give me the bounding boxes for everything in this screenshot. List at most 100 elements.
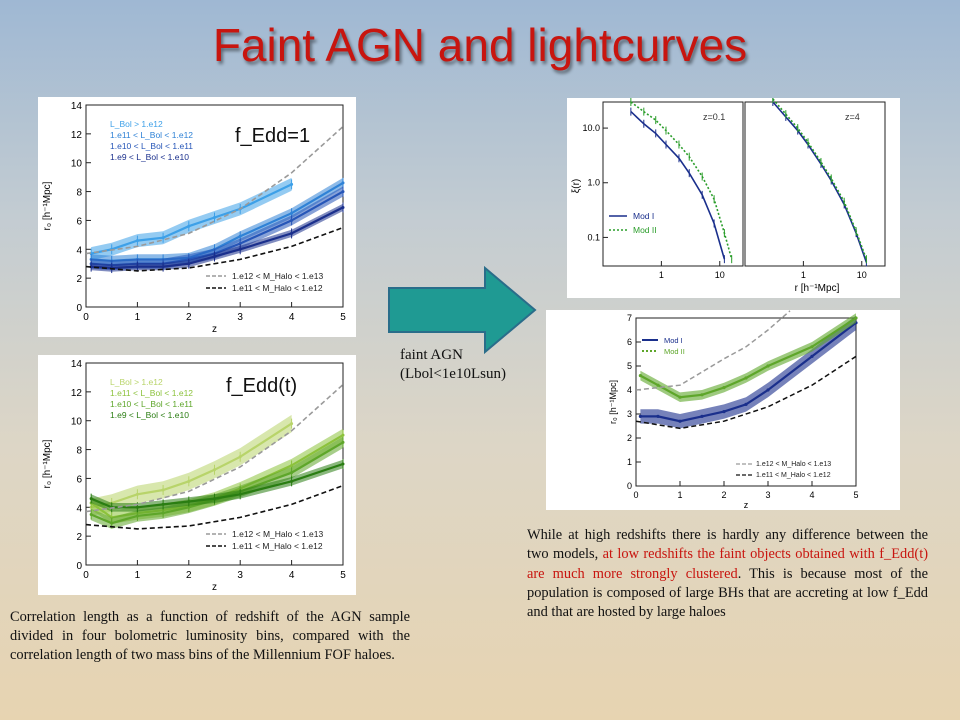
y-tick-label: 10 (71, 417, 83, 428)
y-tick-label: 6 (76, 216, 82, 227)
xi-frame (602, 101, 744, 267)
arrow-right-icon (387, 266, 537, 356)
caption-right-part2: . This is because most of the population… (527, 565, 929, 621)
xi-series-line (630, 101, 733, 260)
y-tick-label: 8 (76, 188, 82, 199)
series-line-4 (85, 126, 344, 255)
legend-halo-entry: 1.e12 < M_Halo < 1.e13 (232, 529, 323, 539)
y-tick-label: 6 (627, 337, 632, 347)
x-tick-label: 5 (340, 570, 346, 581)
y-tick-label: 5 (627, 361, 632, 371)
y-tick-label: 0 (76, 561, 82, 572)
y-tick-label: 0 (76, 303, 82, 314)
legend-lum-entry: 1.e11 < L_Bol < 1.e12 (110, 130, 193, 140)
data-point (89, 513, 93, 516)
y-axis-label: r₀ [h⁻¹Mpc] (608, 380, 618, 424)
data-point (290, 211, 294, 215)
data-point (238, 242, 242, 246)
data-point (89, 497, 93, 501)
series-line-5 (85, 484, 344, 530)
model-frame (635, 317, 857, 487)
legend-lum-entry: 1.e9 < L_Bol < 1.e10 (110, 410, 189, 420)
x-tick-label: 0 (83, 312, 89, 323)
y-tick-label: 2 (76, 274, 82, 285)
x-tick-label: 1 (135, 570, 141, 581)
data-point (187, 224, 191, 228)
legend-lum-entry: 1.e10 < L_Bol < 1.e11 (110, 399, 193, 409)
x-tick-label: 2 (721, 490, 726, 500)
model-point (744, 376, 748, 380)
model-point (722, 410, 726, 414)
data-point (161, 236, 165, 240)
xi-y-axis-label: ξ(r) (571, 179, 582, 193)
x-tick-label: 1 (677, 490, 682, 500)
data-point (161, 511, 165, 515)
x-tick-label: 3 (237, 570, 243, 581)
data-point (341, 205, 345, 209)
x-axis-label: z (744, 500, 749, 510)
model-point (810, 354, 814, 358)
caption-right-highlight: at low redshifts the faint objects obtai… (527, 546, 928, 582)
y-tick-label: 1.0 (587, 178, 600, 188)
xi-panel-label: z=4 (845, 112, 860, 122)
y-tick-label: 14 (71, 359, 83, 370)
chart-correlation-function: z=0.1 1 10 10.0 1.0 0.1 Mod I Mod II z=4 1 10 r [h⁻… (571, 98, 886, 294)
legend-halo-entry: 1.e11 < M_Halo < 1.e12 (232, 283, 323, 293)
data-point (238, 455, 242, 459)
series-band-0 (91, 414, 292, 516)
model-point (766, 388, 770, 392)
data-point (341, 433, 345, 437)
data-point (238, 492, 242, 496)
xi-x-axis-label: r [h⁻¹Mpc] (795, 283, 840, 294)
data-point (110, 521, 114, 525)
model-legend-entry: Mod II (664, 347, 685, 356)
model-point (854, 316, 858, 320)
data-point (135, 265, 139, 269)
xi-series-line (630, 111, 726, 260)
data-point (341, 190, 345, 194)
x-tick-label: 1 (659, 270, 664, 280)
xi-series-line (772, 101, 868, 263)
y-tick-label: 6 (76, 474, 82, 485)
x-tick-label: 2 (186, 570, 192, 581)
legend-lum-entry: L_Bol > 1.e12 (110, 377, 163, 387)
data-point (161, 488, 165, 492)
x-tick-label: 5 (340, 312, 346, 323)
y-tick-label: 3 (627, 409, 632, 419)
series-line-5 (85, 226, 344, 272)
data-point (135, 239, 139, 243)
model-point (810, 345, 814, 349)
data-point (290, 479, 294, 483)
legend-halo-entry: 1.e12 < M_Halo < 1.e13 (232, 271, 323, 281)
model-point (700, 414, 704, 418)
data-point (341, 181, 345, 185)
y-tick-label: 2 (627, 433, 632, 443)
y-tick-label: 14 (71, 101, 83, 112)
model-point (700, 393, 704, 397)
x-axis-label: z (212, 582, 217, 593)
arrow-caption-line1: faint AGN (400, 347, 463, 363)
x-tick-label: 0 (633, 490, 638, 500)
model-point (638, 414, 642, 418)
caption-right: While at high redshifts there is hardly … (527, 526, 928, 622)
data-point (290, 471, 294, 475)
data-point (187, 262, 191, 266)
legend-lum-entry: L_Bol > 1.e12 (110, 119, 163, 129)
model-point (678, 419, 682, 423)
caption-left: Correlation length as a function of reds… (10, 609, 410, 663)
x-tick-label: 1 (801, 270, 806, 280)
xi-legend-entry: Mod I (633, 211, 654, 221)
model-halo-entry: 1.e12 < M_Halo < 1.e13 (756, 461, 831, 468)
data-point (187, 479, 191, 483)
data-point (187, 500, 191, 504)
series-band-0 (91, 177, 292, 261)
data-point (213, 216, 216, 220)
data-point (290, 231, 294, 235)
data-point (290, 182, 294, 186)
data-point (213, 255, 216, 258)
x-tick-label: 5 (853, 490, 858, 500)
xi-frame (744, 101, 886, 267)
chart-r0-models: 0 1 2 3 4 5 0 1 2 3 4 5 6 7 z r₀ [h⁻¹Mpc] Mod I Mod II 1.e… (608, 310, 859, 510)
